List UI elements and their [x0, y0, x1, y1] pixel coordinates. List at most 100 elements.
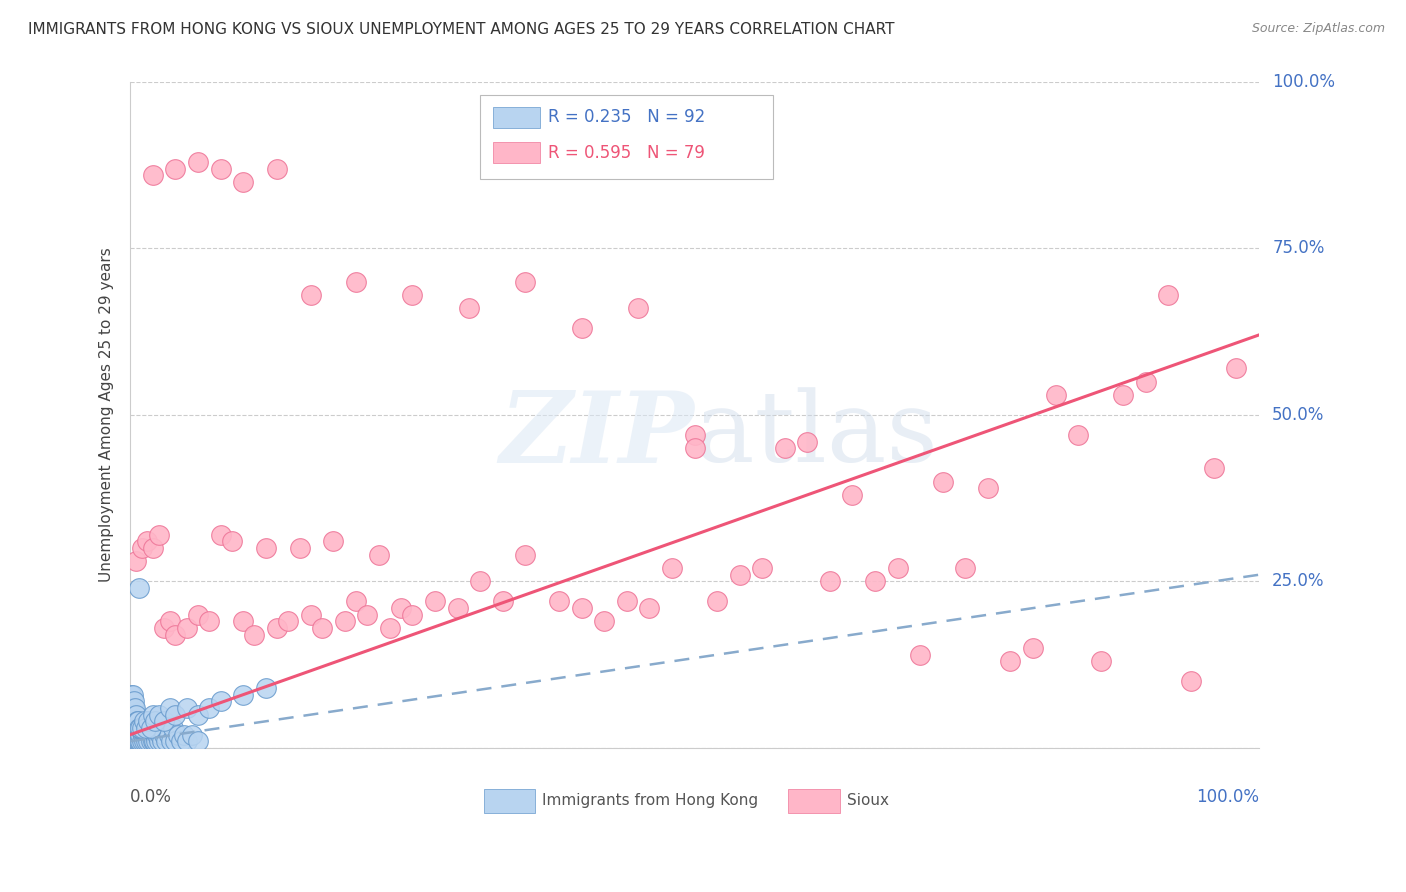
- Point: [187, 707, 209, 722]
- Point: [254, 681, 277, 695]
- Point: [121, 721, 143, 735]
- Point: [728, 567, 751, 582]
- Text: 50.0%: 50.0%: [1272, 406, 1324, 424]
- Point: [1180, 674, 1202, 689]
- Point: [232, 175, 254, 189]
- Point: [515, 548, 537, 562]
- Point: [266, 621, 288, 635]
- Point: [165, 734, 187, 748]
- Point: [120, 728, 142, 742]
- Point: [160, 734, 183, 748]
- Point: [124, 721, 146, 735]
- Point: [683, 428, 706, 442]
- Point: [142, 168, 165, 182]
- Point: [492, 594, 515, 608]
- Point: [122, 714, 145, 729]
- Point: [124, 734, 146, 748]
- Point: [142, 707, 165, 722]
- Point: [136, 714, 159, 729]
- Point: [333, 615, 356, 629]
- Point: [1225, 361, 1247, 376]
- Point: [124, 707, 146, 722]
- Point: [138, 734, 160, 748]
- Text: 0.0%: 0.0%: [131, 788, 172, 805]
- Point: [125, 734, 148, 748]
- Point: [134, 728, 156, 742]
- Point: [165, 161, 187, 176]
- Point: [1045, 388, 1067, 402]
- Point: [127, 721, 149, 735]
- Point: [159, 701, 181, 715]
- Point: [131, 721, 153, 735]
- Point: [773, 442, 796, 456]
- Point: [124, 701, 146, 715]
- Point: [157, 728, 180, 742]
- Point: [198, 701, 221, 715]
- Point: [515, 275, 537, 289]
- Point: [121, 707, 143, 722]
- Point: [122, 728, 145, 742]
- Point: [176, 701, 198, 715]
- Point: [401, 288, 423, 302]
- Point: [977, 481, 1000, 495]
- Point: [131, 734, 153, 748]
- Point: [142, 541, 165, 556]
- Point: [277, 615, 299, 629]
- Point: [135, 721, 157, 735]
- Point: [176, 734, 198, 748]
- Point: [121, 701, 143, 715]
- Point: [124, 707, 146, 722]
- FancyBboxPatch shape: [479, 95, 773, 178]
- Point: [122, 694, 145, 708]
- Text: Immigrants from Hong Kong: Immigrants from Hong Kong: [543, 793, 758, 808]
- Point: [311, 621, 333, 635]
- Point: [818, 574, 841, 589]
- Point: [751, 561, 773, 575]
- Point: [129, 734, 152, 748]
- Point: [146, 728, 169, 742]
- Point: [125, 554, 148, 568]
- Point: [1135, 375, 1157, 389]
- Point: [170, 734, 193, 748]
- Point: [232, 615, 254, 629]
- Point: [125, 721, 148, 735]
- Point: [148, 734, 170, 748]
- Point: [143, 734, 166, 748]
- Point: [266, 161, 288, 176]
- Point: [121, 734, 143, 748]
- Point: [683, 442, 706, 456]
- Point: [132, 728, 155, 742]
- Point: [128, 734, 150, 748]
- Point: [173, 728, 195, 742]
- Point: [132, 734, 155, 748]
- Point: [187, 607, 209, 622]
- Point: [153, 714, 176, 729]
- Point: [120, 688, 142, 702]
- Point: [153, 621, 176, 635]
- Point: [181, 728, 204, 742]
- Point: [165, 628, 187, 642]
- Text: Source: ZipAtlas.com: Source: ZipAtlas.com: [1251, 22, 1385, 36]
- Point: [593, 615, 616, 629]
- Point: [661, 561, 683, 575]
- Point: [142, 734, 165, 748]
- Point: [125, 714, 148, 729]
- Point: [145, 734, 167, 748]
- Point: [356, 607, 378, 622]
- Point: [344, 594, 367, 608]
- Point: [127, 714, 149, 729]
- Point: [128, 721, 150, 735]
- Point: [1090, 654, 1112, 668]
- Point: [706, 594, 728, 608]
- Point: [468, 574, 491, 589]
- Point: [138, 728, 160, 742]
- FancyBboxPatch shape: [492, 142, 540, 163]
- FancyBboxPatch shape: [492, 107, 540, 128]
- Point: [132, 714, 155, 729]
- Point: [796, 434, 818, 449]
- Text: R = 0.595   N = 79: R = 0.595 N = 79: [548, 144, 704, 161]
- Point: [1022, 641, 1045, 656]
- Point: [143, 728, 166, 742]
- Point: [254, 541, 277, 556]
- Point: [138, 714, 160, 729]
